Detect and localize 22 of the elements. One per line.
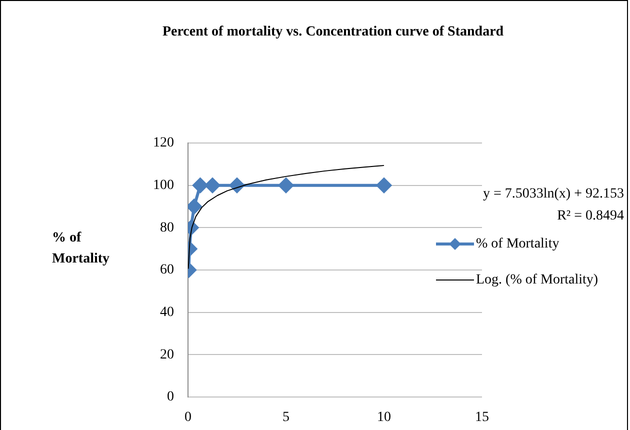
x-tick-label: 0	[184, 410, 192, 426]
y-axis-title: % of Mortality	[52, 230, 110, 267]
point	[205, 178, 220, 193]
x-tick-label: 5	[282, 410, 290, 426]
text: R² = 0.8494	[557, 208, 624, 224]
point	[376, 178, 392, 193]
y-tick-label: 100	[153, 178, 174, 194]
x-tick-label: 10	[377, 410, 391, 426]
y-tick-label: 0	[167, 390, 174, 405]
y-tick-label: 20	[160, 347, 174, 362]
y-tick-label: 60	[160, 262, 174, 278]
text: y = 7.5033ln(x) + 92.153	[482, 186, 624, 202]
x-tick-label: 15	[475, 410, 489, 426]
point	[188, 199, 202, 214]
y-tick-label: 120	[153, 136, 174, 151]
legend-label: % of Mortality	[476, 236, 560, 252]
point	[192, 178, 208, 193]
legend-label: Log. (% of Mortality)	[476, 272, 598, 288]
point	[278, 178, 294, 193]
y-tick-label: 80	[160, 220, 174, 236]
y-tick-label: 40	[160, 305, 174, 320]
chart-title: Percent of mortality vs. Concentration curve of Standard	[162, 24, 504, 40]
